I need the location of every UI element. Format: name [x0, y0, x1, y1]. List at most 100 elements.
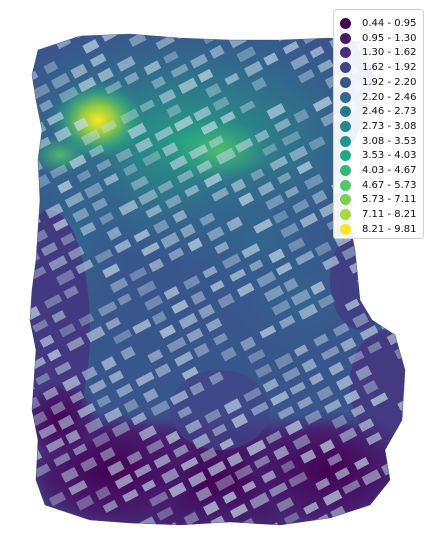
- building-block: [303, 501, 320, 515]
- building-block: [210, 515, 226, 525]
- building-block: [163, 286, 180, 300]
- building-block: [203, 172, 223, 188]
- building-block: [98, 537, 117, 552]
- building-block: [254, 129, 270, 143]
- building-block: [144, 294, 164, 311]
- building-block: [142, 150, 162, 167]
- building-block: [114, 5, 130, 18]
- building-block: [142, 388, 159, 403]
- building-block: [106, 226, 122, 241]
- building-block: [410, 282, 425, 295]
- building-block: [356, 272, 376, 289]
- building-block: [40, 7, 56, 21]
- building-block: [270, 390, 290, 406]
- building-block: [104, 407, 123, 423]
- building-block: [284, 185, 300, 199]
- building-block: [187, 2, 202, 14]
- building-block: [101, 34, 117, 42]
- building-block: [193, 106, 212, 122]
- building-block: [137, 189, 158, 206]
- building-block: [0, 65, 16, 80]
- building-block: [383, 276, 403, 293]
- building-block: [54, 361, 72, 376]
- building-block: [397, 395, 405, 412]
- building-block: [158, 88, 177, 105]
- building-block: [323, 399, 342, 414]
- building-block: [198, 303, 215, 320]
- building-block: [334, 467, 350, 481]
- building-block: [0, 234, 5, 248]
- building-block: [188, 143, 209, 160]
- building-block: [186, 327, 204, 343]
- building-block: [337, 518, 355, 525]
- building-block: [309, 45, 325, 59]
- building-block: [407, 0, 425, 6]
- building-block: [320, 345, 340, 361]
- building-block: [58, 86, 79, 103]
- building-block: [342, 479, 361, 495]
- building-block: [199, 539, 215, 553]
- building-block: [295, 250, 315, 266]
- building-block: [69, 390, 85, 404]
- building-block: [119, 108, 140, 125]
- building-block: [139, 99, 156, 113]
- building-block: [72, 207, 90, 223]
- building-block: [79, 548, 96, 558]
- building-block: [67, 246, 85, 261]
- building-block: [160, 232, 180, 249]
- building-block: [69, 154, 87, 170]
- building-block: [229, 503, 249, 519]
- building-block: [75, 494, 95, 511]
- building-block: [424, 402, 434, 414]
- building-block: [293, 108, 310, 124]
- legend-label: 7.11 - 8.21: [362, 209, 417, 221]
- legend-label: 1.30 - 1.62: [362, 47, 417, 59]
- building-block: [157, 180, 174, 194]
- building-block: [272, 536, 290, 552]
- building-block: [277, 171, 292, 185]
- building-block: [44, 530, 61, 545]
- building-block: [328, 361, 345, 376]
- building-block: [384, 513, 402, 525]
- building-block: [168, 247, 185, 261]
- building-block: [30, 109, 36, 123]
- building-block: [8, 132, 26, 146]
- building-block: [364, 288, 381, 303]
- building-block: [255, 363, 273, 379]
- building-block: [281, 366, 301, 383]
- building-block: [173, 115, 194, 132]
- building-block: [376, 499, 392, 513]
- legend-swatch: [340, 120, 351, 132]
- building-block: [79, 221, 97, 236]
- legend-swatch: [340, 135, 351, 147]
- building-block: [354, 456, 370, 470]
- building-block: [236, 282, 255, 297]
- building-block: [146, 439, 165, 455]
- building-block: [135, 371, 155, 387]
- building-block: [212, 96, 230, 111]
- building-block: [357, 507, 377, 524]
- building-block: [109, 277, 129, 293]
- building-block: [25, 542, 39, 554]
- building-block: [2, 263, 19, 277]
- building-block: [68, 479, 88, 496]
- legend-swatch: [340, 62, 351, 74]
- building-block: [334, 0, 352, 9]
- building-block: [408, 464, 426, 479]
- building-block: [30, 54, 36, 71]
- map-legend: 0.44 - 0.95 0.95 - 1.30 1.30 - 1.62 1.62 - …: [333, 9, 424, 239]
- building-block: [226, 452, 244, 467]
- building-block: [169, 390, 189, 406]
- building-block: [94, 248, 114, 264]
- building-block: [60, 0, 76, 12]
- building-block: [344, 298, 360, 312]
- building-block: [96, 394, 112, 408]
- building-block: [206, 553, 223, 558]
- building-block: [248, 259, 264, 272]
- building-block: [388, 473, 405, 490]
- building-block: [312, 96, 333, 112]
- building-block: [166, 336, 187, 353]
- building-block: [406, 321, 420, 333]
- building-block: [239, 100, 256, 114]
- building-block: [128, 34, 147, 48]
